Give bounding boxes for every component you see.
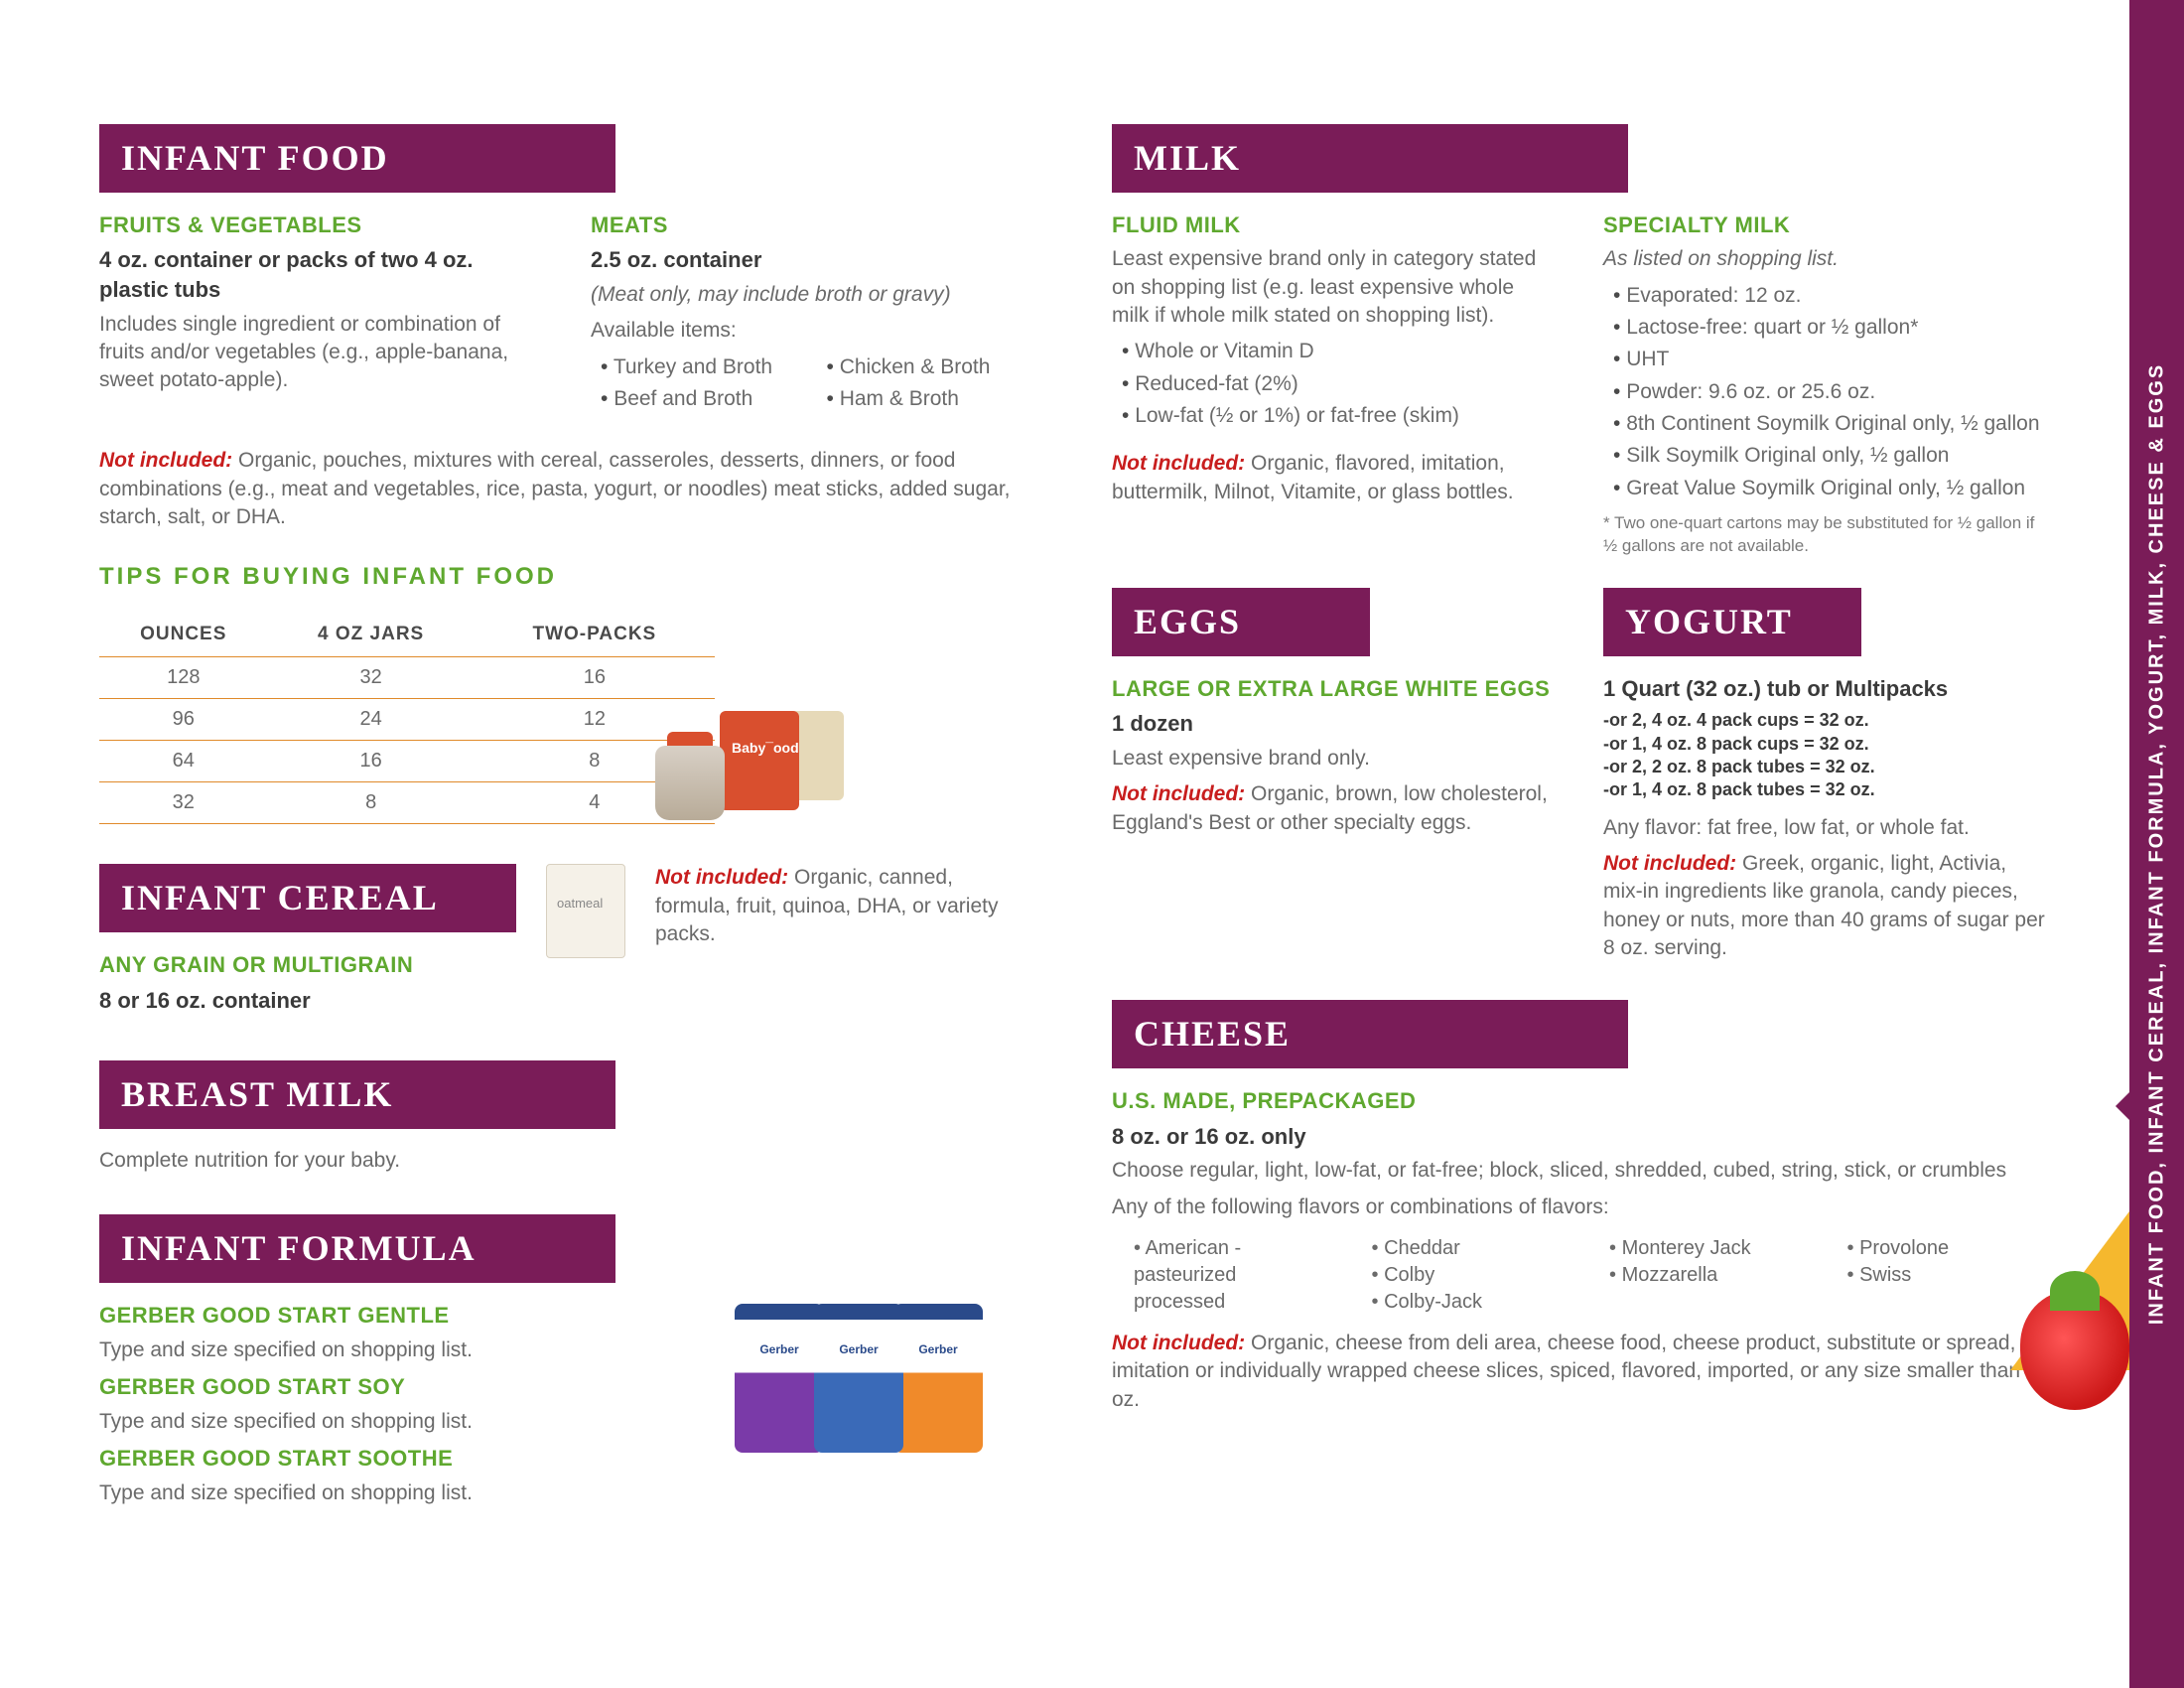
not-included-label: Not included: <box>99 449 232 472</box>
header-infant-formula: INFANT FORMULA <box>99 1214 615 1283</box>
cereal-not-included: Not included: Organic, canned, formula, … <box>655 864 1032 948</box>
fluid-item: Low-fat (½ or 1%) or fat-free (skim) <box>1140 402 1554 430</box>
fluid-milk-block: FLUID MILK Least expensive brand only in… <box>1112 211 1554 558</box>
yogurt-pack: -or 2, 4 oz. 4 pack cups = 32 oz. <box>1603 709 2045 732</box>
yogurt-pack: -or 2, 2 oz. 8 pack tubes = 32 oz. <box>1603 756 2045 778</box>
table-row: 962412 <box>99 699 715 741</box>
tips-col: OUNCES <box>99 612 268 657</box>
cheese-flavor: Monterey Jack <box>1609 1235 1808 1262</box>
tips-col: TWO-PACKS <box>475 612 715 657</box>
yogurt-size: 1 Quart (32 oz.) tub or Multipacks <box>1603 674 2045 704</box>
cereal-sub: ANY GRAIN OR MULTIGRAIN <box>99 950 516 980</box>
not-included-label: Not included: <box>1603 852 1736 875</box>
fluid-title: FLUID MILK <box>1112 211 1554 240</box>
table-row: 3284 <box>99 782 715 824</box>
not-included-label: Not included: <box>1112 782 1245 805</box>
formula-cans-illustration <box>735 1284 993 1453</box>
specialty-item: Powder: 9.6 oz. or 25.6 oz. <box>1631 378 2045 406</box>
cheese-flavor: Cheddar <box>1372 1235 1570 1262</box>
specialty-item: Great Value Soymilk Original only, ½ gal… <box>1631 475 2045 502</box>
fluid-item: Reduced-fat (2%) <box>1140 370 1554 398</box>
page: INFANT FOOD FRUITS & VEGETABLES 4 oz. co… <box>0 0 2085 1555</box>
cheese-flavor: American - pasteurized processed <box>1134 1235 1332 1316</box>
fluid-not-included: Not included: Organic, flavored, imitati… <box>1112 450 1554 506</box>
yogurt-block: YOGURT 1 Quart (32 oz.) tub or Multipack… <box>1603 588 2045 971</box>
yogurt-not-included: Not included: Greek, organic, light, Act… <box>1603 850 2045 962</box>
meat-item: Turkey and Broth <box>618 353 807 381</box>
cheese-strawberry-illustration <box>1921 1211 2129 1410</box>
cheese-flavor: Colby-Jack <box>1372 1289 1570 1316</box>
meats-title: MEATS <box>591 211 1032 240</box>
meats-avail-label: Available items: <box>591 317 1032 345</box>
specialty-item: Lactose-free: quart or ½ gallon* <box>1631 314 2045 342</box>
fluid-item: Whole or Vitamin D <box>1140 338 1554 365</box>
cheese-flavor-columns: American - pasteurized processed Cheddar… <box>1134 1235 2045 1316</box>
fruits-title: FRUITS & VEGETABLES <box>99 211 541 240</box>
header-yogurt: YOGURT <box>1603 588 1861 656</box>
meat-item: Ham & Broth <box>845 385 1033 413</box>
not-included-label: Not included: <box>1112 1332 1245 1354</box>
specialty-milk-block: SPECIALTY MILK As listed on shopping lis… <box>1603 211 2045 558</box>
fruits-desc: Includes single ingredient or combinatio… <box>99 311 541 395</box>
meat-item: Beef and Broth <box>618 385 807 413</box>
baby-food-illustration <box>655 681 834 820</box>
header-eggs: EGGS <box>1112 588 1370 656</box>
fruits-veg-block: FRUITS & VEGETABLES 4 oz. container or p… <box>99 211 541 418</box>
eggs-block: EGGS LARGE OR EXTRA LARGE WHITE EGGS 1 d… <box>1112 588 1554 971</box>
tips-table: OUNCES 4 OZ JARS TWO-PACKS 1283216 96241… <box>99 612 715 825</box>
not-included-text: Organic, cheese from deli area, cheese f… <box>1112 1332 2038 1411</box>
cheese-flavor: Mozzarella <box>1609 1262 1808 1289</box>
yogurt-flavor: Any flavor: fat free, low fat, or whole … <box>1603 814 2045 842</box>
cheese-size: 8 oz. or 16 oz. only <box>1112 1122 2045 1152</box>
specialty-title: SPECIALTY MILK <box>1603 211 2045 240</box>
left-column: INFANT FOOD FRUITS & VEGETABLES 4 oz. co… <box>99 124 1032 1515</box>
header-breast-milk: BREAST MILK <box>99 1060 615 1129</box>
eggs-not-included: Not included: Organic, brown, low choles… <box>1112 780 1554 837</box>
yogurt-pack: -or 1, 4 oz. 8 pack cups = 32 oz. <box>1603 733 2045 756</box>
specialty-item: Evaporated: 12 oz. <box>1631 282 2045 310</box>
oatmeal-illustration <box>546 864 625 958</box>
specialty-footnote: * Two one-quart cartons may be substitut… <box>1603 512 2045 558</box>
cereal-size: 8 or 16 oz. container <box>99 986 516 1016</box>
cheese-block: CHEESE U.S. MADE, PREPACKAGED 8 oz. or 1… <box>1112 1000 2045 1414</box>
table-row: 64168 <box>99 741 715 782</box>
meats-size: 2.5 oz. container <box>591 245 1032 275</box>
not-included-label: Not included: <box>655 866 788 889</box>
header-milk: MILK <box>1112 124 1628 193</box>
fluid-desc: Least expensive brand only in category s… <box>1112 245 1554 330</box>
meats-note: (Meat only, may include broth or gravy) <box>591 281 1032 309</box>
cheese-desc2: Any of the following flavors or combinat… <box>1112 1194 2045 1221</box>
not-included-label: Not included: <box>1112 452 1245 475</box>
header-infant-cereal: INFANT CEREAL <box>99 864 516 932</box>
side-tab-text: INFANT FOOD, INFANT CEREAL, INFANT FORMU… <box>2143 363 2170 1325</box>
tips-header: TIPS FOR BUYING INFANT FOOD <box>99 561 1032 593</box>
infant-food-not-included: Not included: Organic, pouches, mixtures… <box>99 447 1032 531</box>
cheese-sub: U.S. MADE, PREPACKAGED <box>1112 1086 2045 1116</box>
formula-desc: Type and size specified on shopping list… <box>99 1479 1032 1507</box>
yogurt-pack: -or 1, 4 oz. 8 pack tubes = 32 oz. <box>1603 778 2045 801</box>
breast-milk-desc: Complete nutrition for your baby. <box>99 1147 1032 1175</box>
header-cheese: CHEESE <box>1112 1000 1628 1068</box>
specialty-item: UHT <box>1631 346 2045 373</box>
infant-food-columns: FRUITS & VEGETABLES 4 oz. container or p… <box>99 211 1032 418</box>
side-tab: INFANT FOOD, INFANT CEREAL, INFANT FORMU… <box>2129 0 2184 1688</box>
eggs-desc: Least expensive brand only. <box>1112 745 1554 773</box>
eggs-size: 1 dozen <box>1112 709 1554 739</box>
specialty-note: As listed on shopping list. <box>1603 245 2045 273</box>
header-infant-food: INFANT FOOD <box>99 124 615 193</box>
tips-col: 4 OZ JARS <box>268 612 475 657</box>
not-included-text: Organic, pouches, mixtures with cereal, … <box>99 449 1011 528</box>
cheese-not-included: Not included: Organic, cheese from deli … <box>1112 1330 2045 1414</box>
meat-item: Chicken & Broth <box>845 353 1033 381</box>
cheese-desc1: Choose regular, light, low-fat, or fat-f… <box>1112 1157 2045 1185</box>
cheese-flavor: Colby <box>1372 1262 1570 1289</box>
table-row: 1283216 <box>99 657 715 699</box>
meats-block: MEATS 2.5 oz. container (Meat only, may … <box>591 211 1032 418</box>
specialty-item: 8th Continent Soymilk Original only, ½ g… <box>1631 410 2045 438</box>
right-column: MILK FLUID MILK Least expensive brand on… <box>1112 124 2045 1515</box>
eggs-sub: LARGE OR EXTRA LARGE WHITE EGGS <box>1112 674 1554 704</box>
specialty-item: Silk Soymilk Original only, ½ gallon <box>1631 442 2045 470</box>
fruits-size: 4 oz. container or packs of two 4 oz. pl… <box>99 245 541 304</box>
